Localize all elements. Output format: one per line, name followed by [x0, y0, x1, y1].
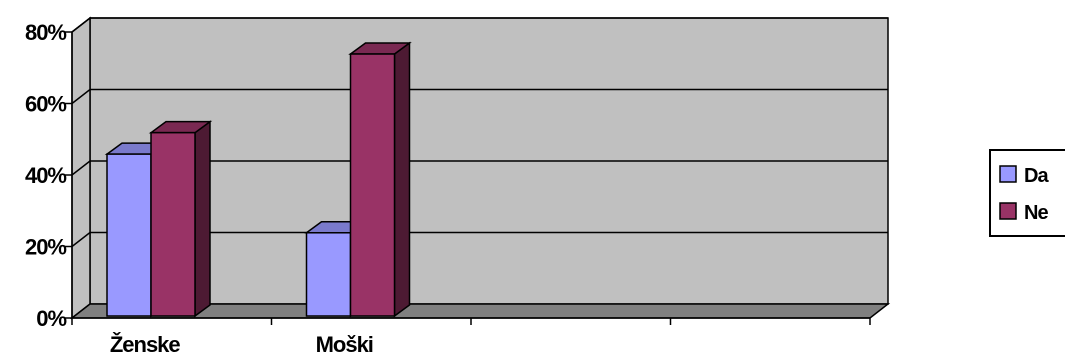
x-tick-label: Ženske	[110, 332, 181, 357]
legend-label-da: Da	[1024, 165, 1049, 187]
bar-front-face	[150, 131, 196, 317]
y-tick-labels: 0% 20% 40% 60% 80%	[25, 20, 67, 331]
bar-side-face	[393, 41, 411, 318]
gridline	[71, 160, 888, 176]
x-tick-label: Moški	[316, 332, 373, 357]
gridline	[71, 231, 888, 248]
bar-side-face	[194, 120, 211, 318]
y-axis	[65, 31, 73, 319]
y-tick-label: 0%	[36, 306, 66, 331]
gridlines	[71, 17, 888, 248]
x-axis	[71, 317, 871, 325]
gridline	[71, 88, 888, 105]
bar-front-face	[349, 53, 396, 317]
x-tick-labels: Ženske Moški	[110, 332, 374, 357]
bar-ne-1	[348, 41, 412, 318]
legend-box	[989, 149, 1065, 237]
legend-label-ne: Ne	[1024, 202, 1048, 224]
bar-front-face	[106, 153, 152, 317]
bar-ne-0	[148, 120, 213, 318]
legend-swatch-da	[999, 165, 1017, 183]
y-tick-label: 60%	[25, 92, 66, 117]
gridline	[71, 17, 888, 33]
bar-front-face	[305, 232, 352, 317]
legend-swatch-ne	[999, 202, 1017, 220]
legend: Da Ne	[989, 149, 1065, 237]
y-tick-label: 40%	[25, 163, 66, 188]
bars	[104, 41, 412, 318]
y-tick-label: 20%	[25, 235, 66, 260]
y-tick-label: 80%	[25, 20, 66, 45]
